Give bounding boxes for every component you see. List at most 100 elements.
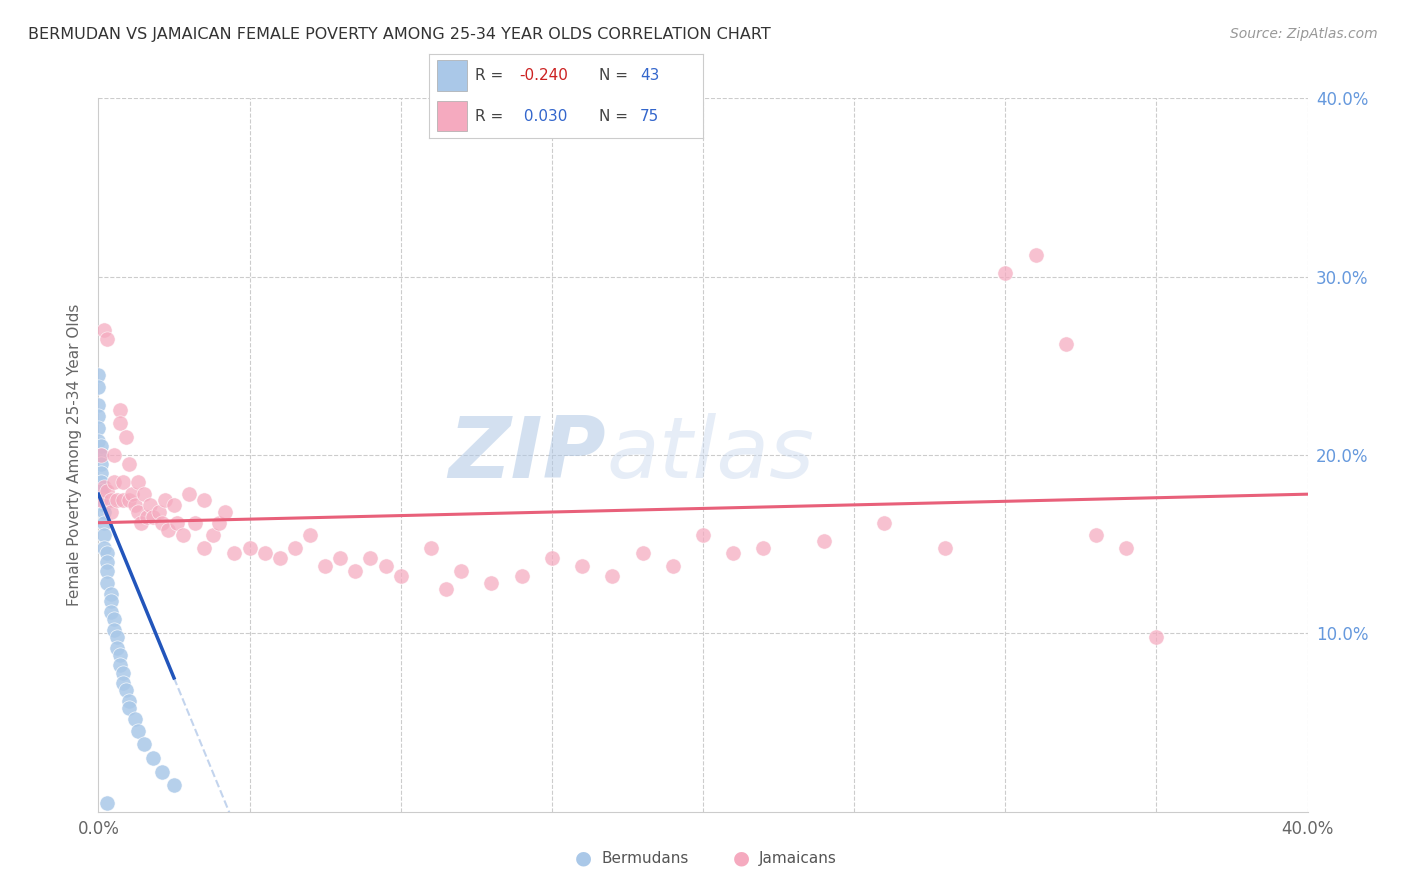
Point [87,434,110,448]
Point [934,541,956,555]
Point [96,483,118,498]
Point [142,751,165,765]
Point [329,551,352,566]
Point [105,630,128,644]
Point [148,505,170,519]
Point [100,505,122,519]
Point [87,421,110,435]
Point [166,516,188,530]
Point [127,724,149,739]
Text: Bermudans: Bermudans [602,851,689,865]
Point [111,475,134,489]
Point [873,516,896,530]
Point [100,605,122,619]
Point [1085,528,1108,542]
Point [253,546,276,560]
Point [314,558,336,573]
Text: -0.240: -0.240 [519,68,568,83]
Point [193,492,215,507]
Point [208,516,231,530]
Point [602,569,624,583]
Point [105,492,128,507]
Point [150,765,173,780]
Point [540,551,562,566]
Point [723,546,745,560]
Point [118,457,141,471]
Text: 0.030: 0.030 [519,109,568,124]
Point [93,498,115,512]
Point [96,576,118,591]
Point [127,475,149,489]
Bar [437,101,467,131]
Point [121,487,143,501]
Point [129,516,152,530]
Point [127,505,149,519]
Bar [437,61,467,91]
Text: 43: 43 [640,68,659,83]
Point [360,551,382,566]
Point [142,510,165,524]
Point [90,483,112,498]
Point [184,516,207,530]
Point [389,569,412,583]
Point [96,796,118,810]
Point [100,492,122,507]
Text: N =: N = [599,109,628,124]
Point [111,665,134,680]
Text: Source: ZipAtlas.com: Source: ZipAtlas.com [1230,27,1378,41]
Point [420,541,443,555]
Point [100,594,122,608]
Point [284,541,307,555]
Point [90,448,112,462]
Point [87,409,110,423]
Point [132,487,155,501]
Point [374,558,396,573]
Point [105,640,128,655]
Point [132,737,155,751]
Point [434,582,457,596]
Point [344,564,367,578]
Point [96,546,118,560]
Point [87,398,110,412]
Point [118,701,141,715]
Point [571,558,593,573]
Point [93,541,115,555]
Point [103,623,125,637]
Point [510,569,533,583]
Point [103,612,125,626]
Point [108,403,131,417]
Point [1024,248,1046,262]
Text: R =: R = [475,109,503,124]
Point [93,528,115,542]
Point [114,430,136,444]
Text: 75: 75 [640,109,659,124]
Point [90,492,112,507]
Point [1144,630,1167,644]
Point [813,533,835,548]
Point [156,523,179,537]
Point [135,510,157,524]
Point [103,448,125,462]
Point [163,778,186,792]
Point [1054,337,1077,351]
Point [87,368,110,382]
Point [124,712,146,726]
Point [224,546,246,560]
Point [90,475,112,489]
Point [193,541,215,555]
Point [124,498,146,512]
Point [118,492,141,507]
Text: ZIP: ZIP [449,413,606,497]
Point [111,676,134,690]
Point [692,528,714,542]
Point [994,266,1017,280]
Point [103,475,125,489]
Point [93,505,115,519]
Text: atlas: atlas [606,413,814,497]
Point [139,498,162,512]
Point [118,694,141,708]
Point [631,546,654,560]
Point [108,648,131,662]
Point [93,480,115,494]
Point [93,323,115,337]
